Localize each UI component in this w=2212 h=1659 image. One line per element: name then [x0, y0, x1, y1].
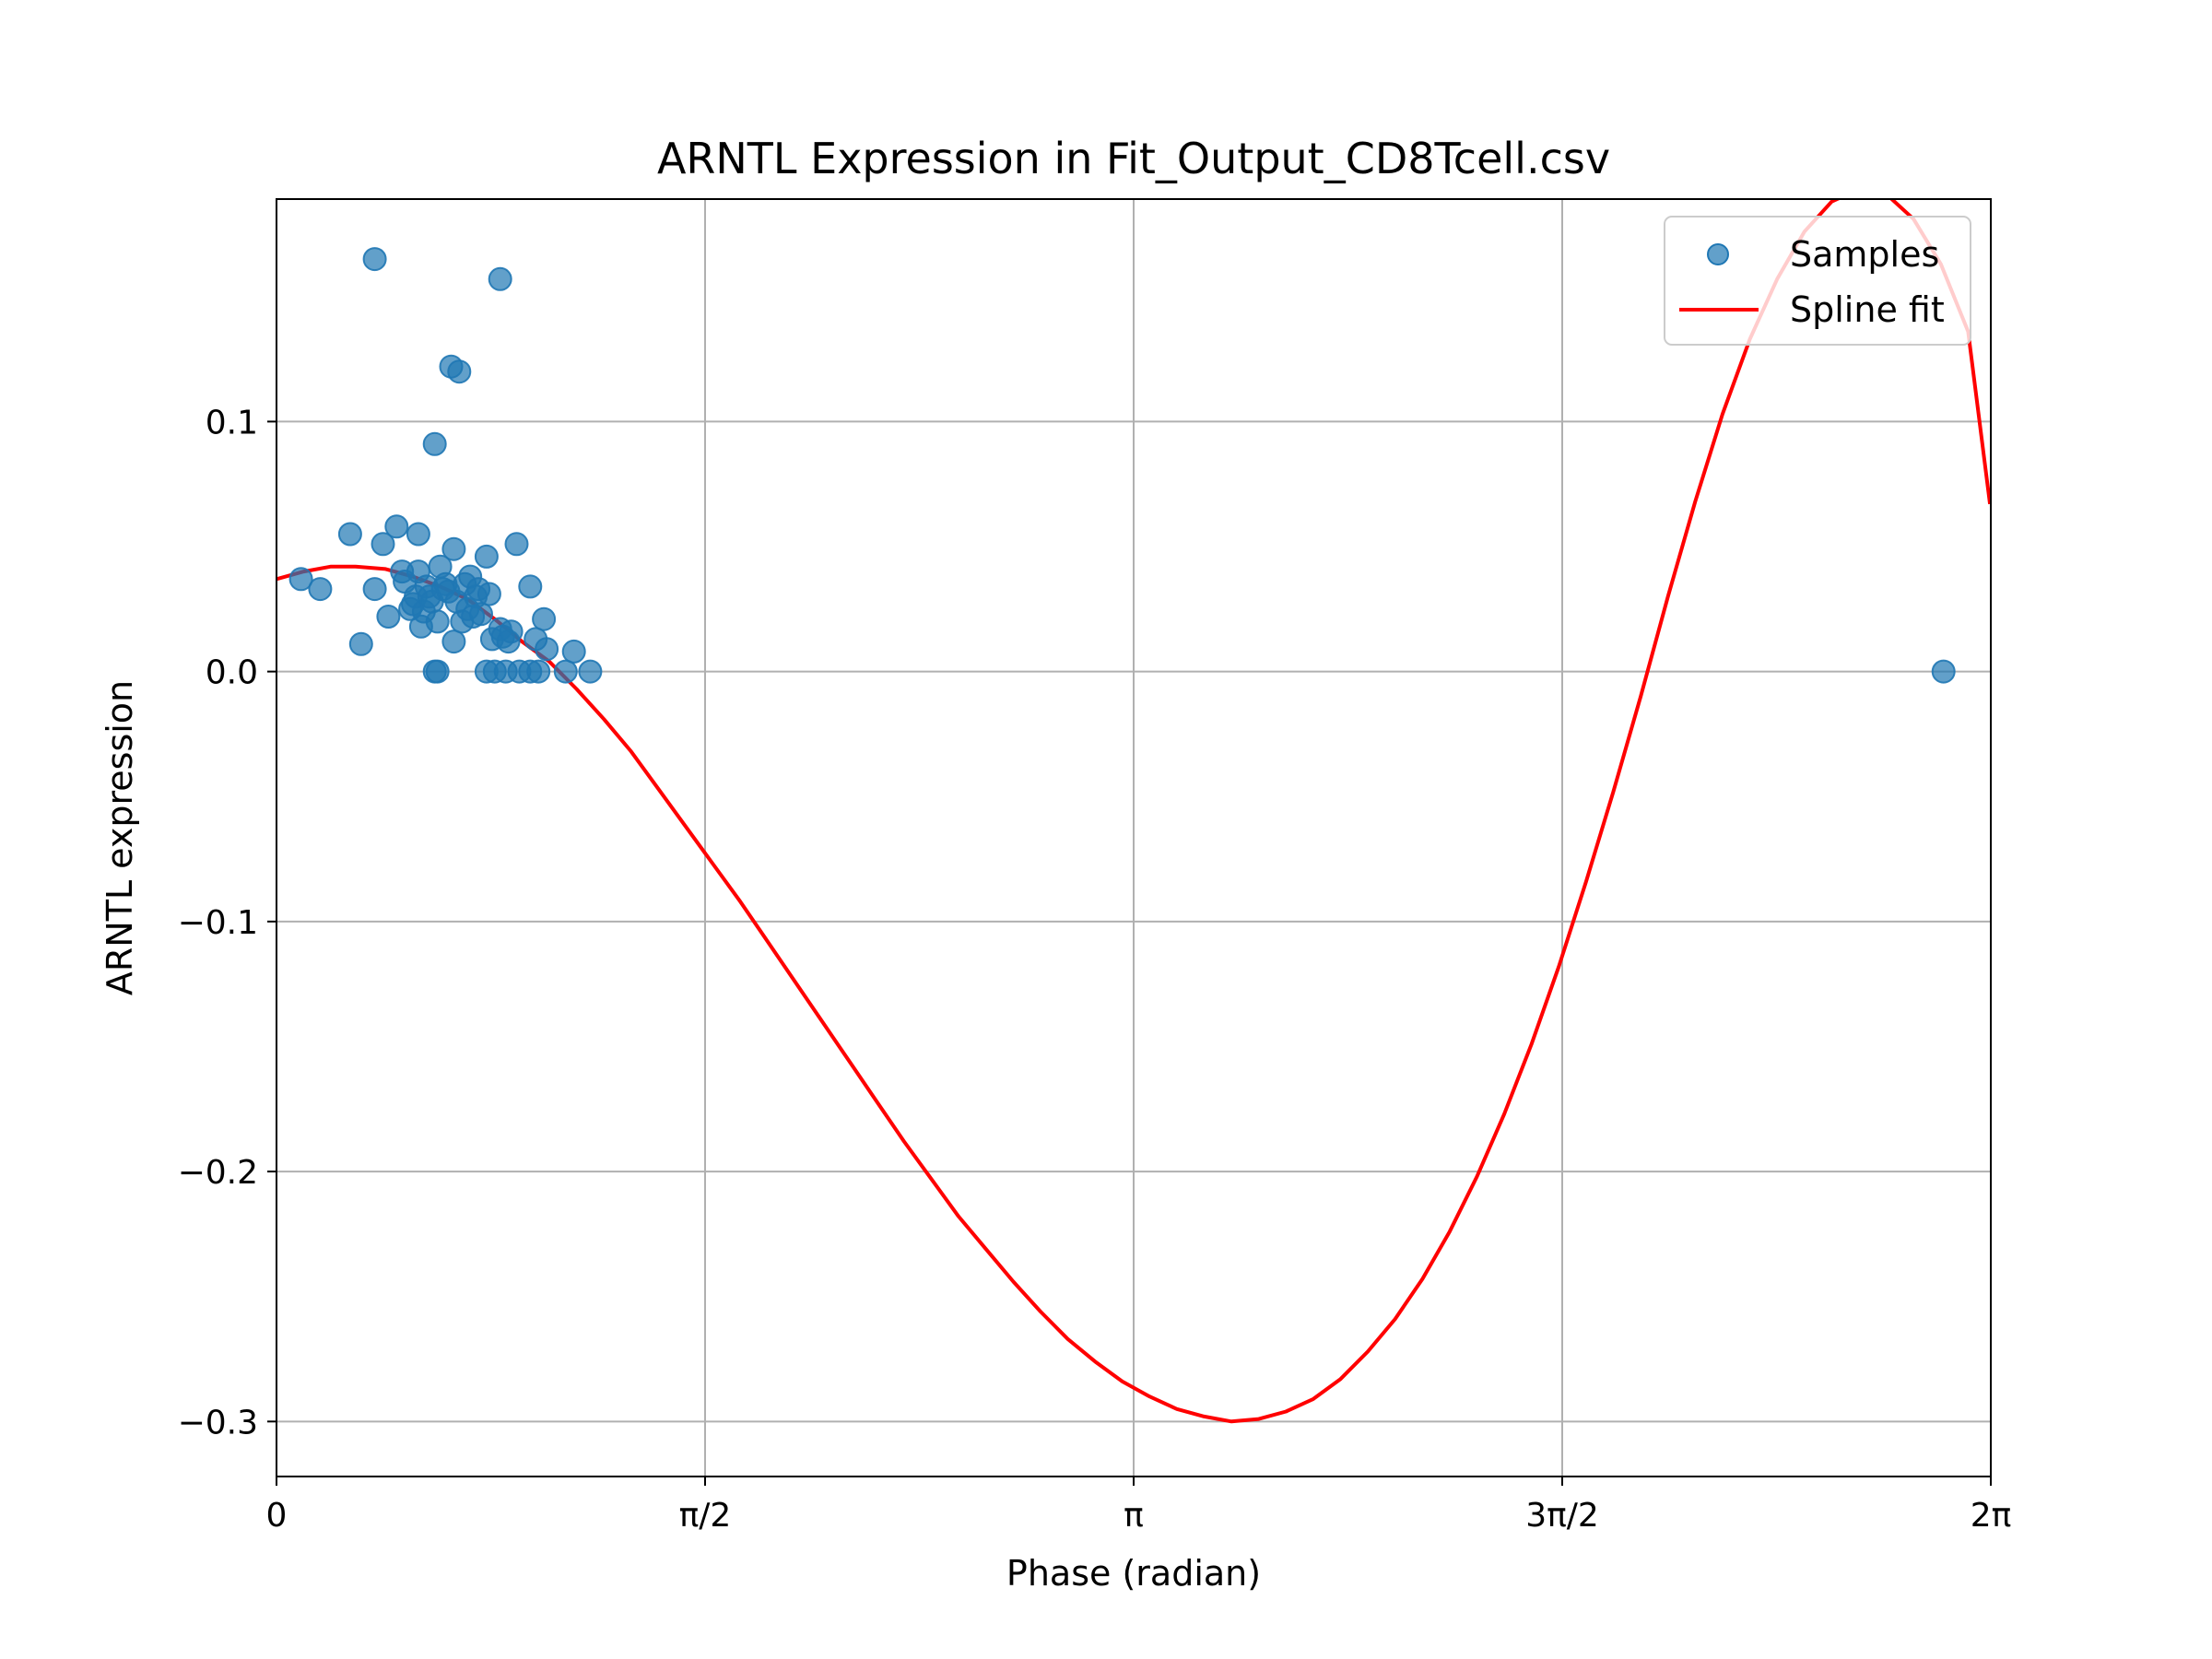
sample-point — [532, 606, 557, 631]
x-tick-label: π — [1124, 1497, 1144, 1535]
sample-point — [441, 629, 466, 654]
sample-point — [477, 582, 501, 606]
sample-point — [499, 619, 524, 644]
axis-ticks: 0 π/2 π 3π/2 2π 0.1 0.0 −0.1 −0.2 −0.3 — [178, 404, 2012, 1535]
sample-point — [474, 544, 499, 569]
sample-point — [337, 522, 362, 547]
sample-point — [425, 659, 450, 684]
y-tick-label: 0.0 — [206, 654, 258, 692]
sample-point — [308, 577, 333, 602]
samples-layer — [288, 247, 1956, 684]
sample-point — [288, 567, 313, 592]
sample-point — [553, 659, 578, 684]
y-tick-label: −0.2 — [178, 1154, 258, 1192]
sample-point — [526, 659, 551, 684]
x-tick-label: 2π — [1971, 1497, 2012, 1535]
y-tick-label: 0.1 — [206, 404, 258, 441]
sample-point — [1931, 659, 1956, 684]
sample-point — [518, 574, 543, 599]
legend-marker-samples — [1707, 243, 1729, 265]
x-axis-label: Phase (radian) — [1006, 1553, 1261, 1594]
sample-point — [406, 522, 430, 547]
sample-point — [561, 639, 586, 664]
sample-point — [362, 247, 387, 272]
sample-point — [469, 602, 493, 627]
sample-point — [362, 577, 387, 602]
x-tick-label: π/2 — [679, 1497, 732, 1535]
sample-point — [578, 659, 603, 684]
sample-point — [348, 631, 373, 656]
sample-point — [376, 605, 401, 629]
legend-label-samples: Samples — [1790, 234, 1939, 275]
sample-point — [535, 637, 559, 662]
sample-point — [504, 532, 529, 557]
sample-point — [447, 359, 472, 384]
x-tick-label: 3π/2 — [1525, 1497, 1599, 1535]
sample-point — [422, 431, 447, 456]
y-tick-label: −0.1 — [178, 904, 258, 942]
y-tick-label: −0.3 — [178, 1404, 258, 1441]
sample-point — [371, 532, 395, 557]
grid — [276, 199, 1992, 1477]
sample-point — [425, 609, 450, 634]
sample-point — [384, 514, 409, 539]
sample-point — [488, 266, 512, 291]
sample-point — [441, 536, 466, 561]
legend: Samples Spline fit — [1664, 216, 1971, 346]
chart-title: ARNTL Expression in Fit_Output_CD8Tcell.… — [657, 134, 1610, 183]
legend-box — [1664, 216, 1971, 346]
legend-label-spline: Spline fit — [1790, 289, 1945, 330]
y-axis-label: ARNTL expression — [100, 680, 140, 995]
x-tick-label: 0 — [266, 1497, 288, 1535]
